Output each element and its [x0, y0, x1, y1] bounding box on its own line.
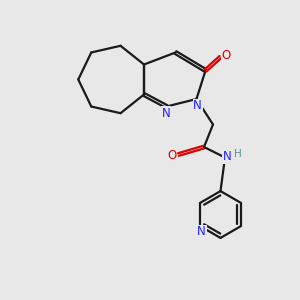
- Text: N: N: [193, 99, 202, 112]
- Text: N: N: [223, 150, 232, 164]
- Text: O: O: [167, 148, 176, 162]
- Text: N: N: [197, 225, 206, 238]
- Text: H: H: [234, 149, 242, 159]
- Text: N: N: [161, 106, 170, 120]
- Text: O: O: [221, 49, 230, 62]
